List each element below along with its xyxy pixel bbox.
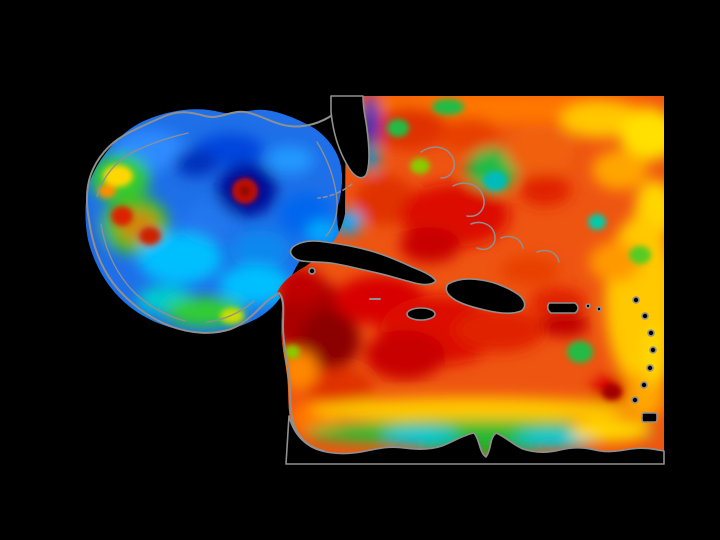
cuba-island [289, 240, 437, 286]
lesser-antilles-4 [649, 346, 657, 354]
bahamas-bank-contour-2 [452, 182, 485, 217]
caribbean-field-blobs [277, 96, 664, 456]
trinidad-island [641, 412, 658, 423]
florida-keys [317, 183, 353, 199]
lesser-antilles-6 [640, 381, 648, 389]
florida-peninsula [330, 95, 370, 179]
lesser-antilles-7 [631, 396, 639, 404]
puerto-rico-island [546, 302, 579, 314]
bahamas-bank-contour-3 [470, 221, 496, 250]
shelf-contour-north-gulf [96, 132, 189, 197]
gulf-of-mexico-field [85, 109, 344, 333]
virgin-islands [585, 303, 591, 309]
south-america-landmass [285, 415, 665, 465]
shelf-contour-west-florida [316, 141, 338, 237]
bahamas-bank-contour-4 [500, 235, 524, 249]
lesser-antilles-1 [632, 296, 640, 304]
caribbean-field-features [284, 99, 651, 400]
lesser-antilles-5 [646, 364, 654, 372]
shelf-contour-west-gulf [100, 223, 186, 322]
shelf-contour-campeche [206, 300, 255, 323]
leeward-islands [596, 306, 602, 312]
gulf-field-blobs [85, 130, 338, 327]
bahamas-bank-contour-1 [420, 146, 455, 179]
lesser-antilles-2 [641, 312, 649, 320]
jamaica-island [406, 307, 436, 321]
turks-caicos-contour [536, 249, 560, 263]
isla-juventud [308, 267, 316, 275]
gulf-coastline [85, 110, 335, 452]
hispaniola-island [445, 278, 526, 315]
lesser-antilles-3 [647, 329, 655, 337]
